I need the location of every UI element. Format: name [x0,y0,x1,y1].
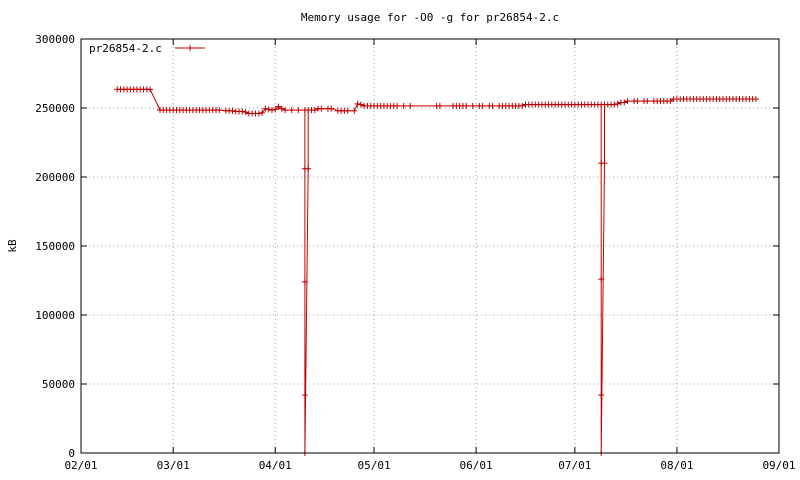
data-point [147,86,154,93]
data-point [282,107,289,114]
data-point [400,102,407,109]
data-point [259,109,266,116]
y-tick-label: 300000 [35,33,75,46]
chart-title: Memory usage for -O0 -g for pr26854-2.c [301,11,559,24]
legend: pr26854-2.c [89,42,205,55]
data-point [479,102,486,109]
data-point [624,98,631,105]
data-point [489,102,496,109]
data-point [611,101,618,108]
legend-marker [187,45,193,51]
data-point [255,110,262,117]
data-point [301,392,308,399]
x-tick-labels: 02/01 03/01 04/01 05/01 06/01 07/01 08/01 09/01 [64,459,795,472]
data-point [667,98,674,105]
data-point [644,98,651,105]
data-point [216,107,223,114]
data-point [242,109,249,116]
data-point [519,102,526,109]
series-line [117,88,756,454]
y-tick-labels: 0 50000 100000 150000 200000 250000 300000 [35,33,75,460]
x-tick-label: 04/01 [259,459,292,472]
data-point [288,107,295,114]
data-point [601,160,608,167]
y-tick-label: 250000 [35,102,75,115]
x-tick-label: 02/01 [64,459,97,472]
data-point [239,108,246,115]
data-point [463,102,470,109]
data-point [598,276,605,283]
y-tick-label: 50000 [42,378,75,391]
data-point [278,105,285,112]
x-tick-label: 06/01 [460,459,493,472]
data-point [295,107,302,114]
y-tick-label: 150000 [35,240,75,253]
x-tick-label: 08/01 [660,459,693,472]
data-point [394,102,401,109]
data-point [344,107,351,114]
data-point [357,101,364,108]
data-point [598,392,605,399]
data-point [301,278,308,285]
grid-lines [81,39,779,453]
y-tick-label: 0 [68,447,75,460]
data-point [305,165,312,172]
data-point [328,105,335,112]
data-point [621,99,628,106]
y-tick-label: 200000 [35,171,75,184]
data-point [354,100,361,107]
data-point [407,102,414,109]
data-point [311,107,318,114]
data-point [262,105,269,112]
data-point [436,102,443,109]
data-point [272,106,279,113]
y-tick-label: 100000 [35,309,75,322]
data-point [634,98,641,105]
data-point [614,100,621,107]
data-point [268,107,275,114]
x-tick-label: 07/01 [558,459,591,472]
data-point [469,102,476,109]
x-tick-label: 03/01 [157,459,190,472]
legend-label: pr26854-2.c [89,42,162,55]
data-point [229,107,236,114]
x-tick-label: 09/01 [762,459,795,472]
data-point [752,96,759,103]
y-axis-label: kB [6,239,19,253]
x-tick-label: 05/01 [357,459,390,472]
plot-frame [80,38,780,454]
data-point [351,107,358,114]
data-point [275,103,282,110]
legend-point-sample [187,45,193,51]
series-pr26854-2c [114,86,759,456]
data-point [265,106,272,113]
data-point [318,105,325,112]
